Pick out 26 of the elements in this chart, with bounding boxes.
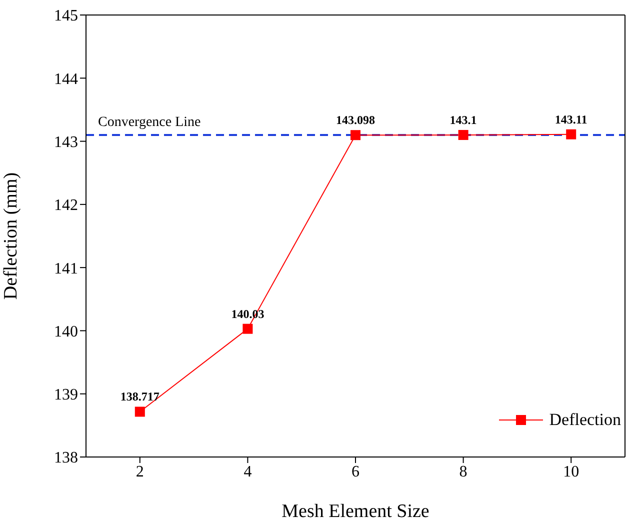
- x-tick-label: 2: [136, 463, 144, 480]
- y-tick-label: 143: [54, 134, 78, 151]
- y-tick-label: 141: [54, 260, 78, 278]
- point: [134, 406, 145, 417]
- point: [242, 324, 253, 334]
- legend-label: Deflection: [549, 410, 621, 430]
- y-tick-label: 145: [54, 8, 78, 25]
- data-label: 143.11: [554, 112, 588, 126]
- data-label: 143.098: [336, 113, 375, 128]
- x-tick-label: 10: [563, 463, 580, 480]
- y-tick-label: 142: [54, 197, 78, 214]
- data-label: 138.717: [120, 390, 160, 404]
- x-tick-label: 8: [459, 463, 468, 480]
- ref-line-label: Convergence Line: [98, 114, 201, 130]
- y-tick-label: 138: [54, 450, 78, 467]
- x-axis-title: Mesh Element Size: [282, 501, 430, 522]
- point: [566, 129, 576, 140]
- data-label: 143.1: [450, 112, 477, 127]
- y-tick-label: 144: [54, 70, 78, 88]
- point: [458, 130, 468, 140]
- y-tick-label: 139: [54, 386, 78, 404]
- point: [350, 130, 360, 140]
- y-axis-title: Deflection (mm): [0, 172, 22, 300]
- x-tick-label: 4: [244, 463, 252, 480]
- y-tick-label: 140: [54, 323, 78, 340]
- x-tick-label: 6: [352, 463, 360, 480]
